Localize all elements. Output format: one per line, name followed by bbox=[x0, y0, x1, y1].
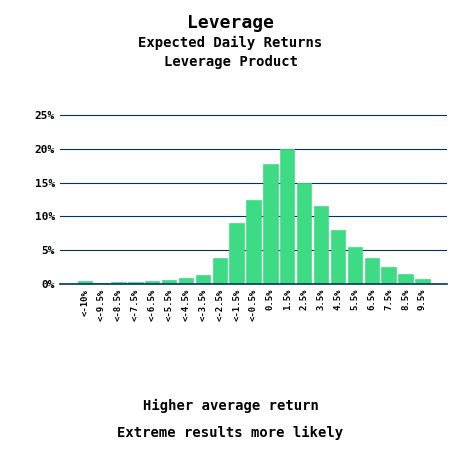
Text: Extreme results more likely: Extreme results more likely bbox=[118, 426, 343, 440]
Bar bbox=[95, 283, 109, 284]
Bar bbox=[145, 281, 160, 284]
Text: Higher average return: Higher average return bbox=[142, 399, 319, 413]
Bar bbox=[331, 230, 345, 284]
Bar bbox=[111, 282, 126, 284]
Bar bbox=[381, 267, 396, 284]
Bar bbox=[348, 247, 362, 284]
Bar bbox=[179, 278, 193, 284]
Bar bbox=[365, 258, 379, 284]
Bar bbox=[263, 164, 278, 284]
Bar bbox=[230, 223, 244, 284]
Bar bbox=[213, 258, 227, 284]
Bar bbox=[280, 149, 295, 284]
Bar bbox=[162, 280, 176, 284]
Text: Leverage: Leverage bbox=[187, 14, 274, 32]
Bar bbox=[128, 282, 142, 284]
Text: Expected Daily Returns
Leverage Product: Expected Daily Returns Leverage Product bbox=[138, 36, 323, 69]
Bar bbox=[415, 279, 430, 284]
Bar bbox=[196, 275, 210, 284]
Bar bbox=[314, 207, 328, 284]
Bar bbox=[297, 183, 311, 284]
Bar bbox=[398, 274, 413, 284]
Bar bbox=[246, 199, 261, 284]
Bar bbox=[77, 281, 92, 284]
